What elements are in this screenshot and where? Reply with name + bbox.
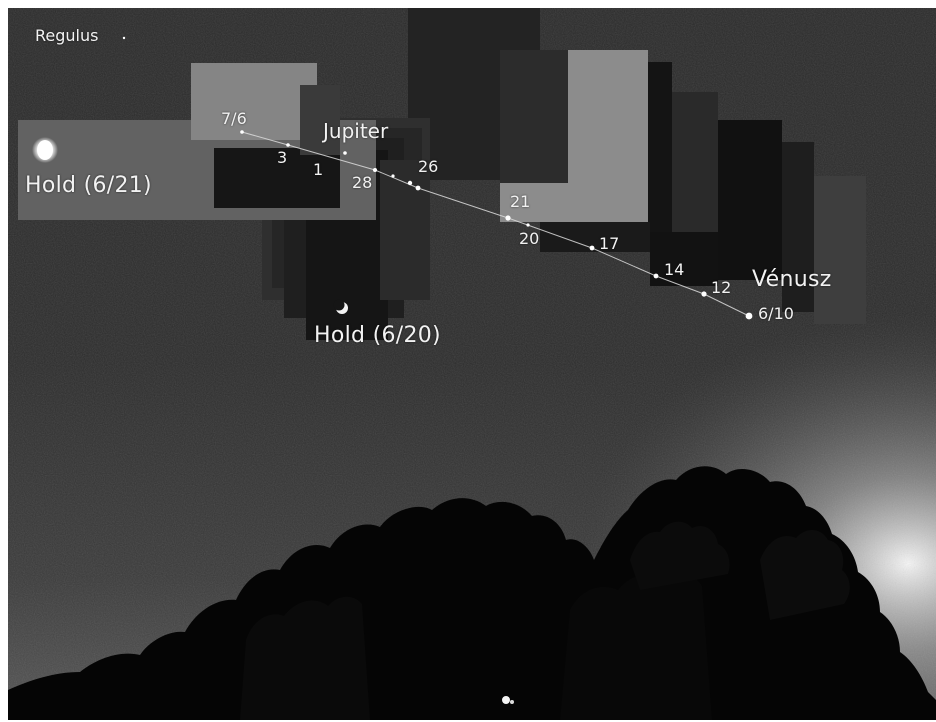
date-label-28: 28 (352, 173, 373, 192)
regulus-label: Regulus (35, 26, 99, 45)
date-label-21: 21 (510, 192, 531, 211)
date-label-20: 20 (519, 229, 540, 248)
date-label-7-6: 7/6 (221, 109, 247, 128)
date-label-3: 3 (277, 148, 288, 167)
date-label-1: 1 (313, 160, 324, 179)
moon-6-20-label: Hold (6/20) (314, 323, 441, 348)
venus-label: Vénusz (752, 267, 832, 292)
date-label-14: 14 (664, 260, 685, 279)
date-label-17: 17 (599, 234, 620, 253)
moon-6-21-label: Hold (6/21) (25, 173, 152, 198)
date-label-6-10: 6/10 (758, 304, 794, 323)
date-label-26: 26 (418, 157, 439, 176)
composite-frames (18, 8, 866, 340)
jupiter-label: Jupiter (323, 119, 389, 143)
tree-silhouettes (8, 466, 936, 720)
moon-6-20-crescent (333, 299, 348, 314)
moon-6-21 (32, 137, 58, 163)
date-label-12: 12 (711, 278, 732, 297)
